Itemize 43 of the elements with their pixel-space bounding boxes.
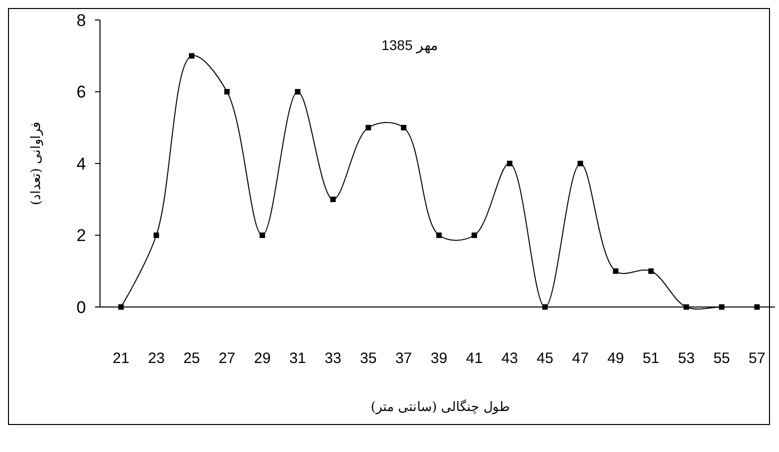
point [436, 232, 442, 238]
x-tick-label: 51 [642, 350, 660, 367]
point [506, 160, 512, 166]
y-tick-label: 0 [76, 298, 86, 317]
x-tick-label: 53 [678, 350, 695, 367]
x-tick-label: 39 [430, 350, 448, 367]
point [260, 232, 266, 238]
x-tick-label: 35 [360, 350, 377, 367]
point [224, 89, 230, 94]
y-tick-label: 6 [76, 82, 86, 102]
point [612, 268, 618, 274]
point [648, 268, 654, 274]
x-tick-label: 31 [289, 350, 306, 367]
x-tick-label: 25 [183, 350, 200, 367]
x-tick-label: 27 [218, 350, 236, 367]
point [400, 124, 406, 130]
point [472, 232, 478, 238]
point [366, 124, 372, 130]
point [294, 89, 300, 94]
x-tick-label: 21 [112, 350, 130, 367]
x-tick-label: 29 [254, 350, 271, 367]
x-tick-label: 45 [536, 350, 554, 367]
x-tick-label: 41 [466, 350, 483, 367]
x-tick-label: 55 [713, 350, 730, 367]
x-tick-label: 49 [607, 350, 624, 367]
point [578, 160, 584, 166]
point [330, 196, 336, 202]
x-tick-label: 57 [748, 350, 766, 367]
x-tick-label: 43 [501, 350, 518, 367]
y-tick-label: 4 [76, 154, 86, 174]
point [188, 53, 194, 59]
x-tick-label: 47 [572, 350, 589, 367]
y-tick-label: 8 [76, 10, 86, 30]
y-axis-title: فراوانی (تعداد) [29, 122, 44, 206]
x-axis-title: طول چنگالی (سانتی متر) [370, 399, 510, 415]
point [718, 304, 724, 310]
point [684, 304, 690, 310]
text: مهر 1385 [381, 37, 439, 54]
x-tick-label: 37 [395, 350, 412, 367]
x-tick-label: 33 [324, 350, 342, 367]
x-tick-label: 23 [148, 350, 165, 367]
point [154, 232, 160, 238]
y-tick-label: 2 [76, 226, 86, 246]
